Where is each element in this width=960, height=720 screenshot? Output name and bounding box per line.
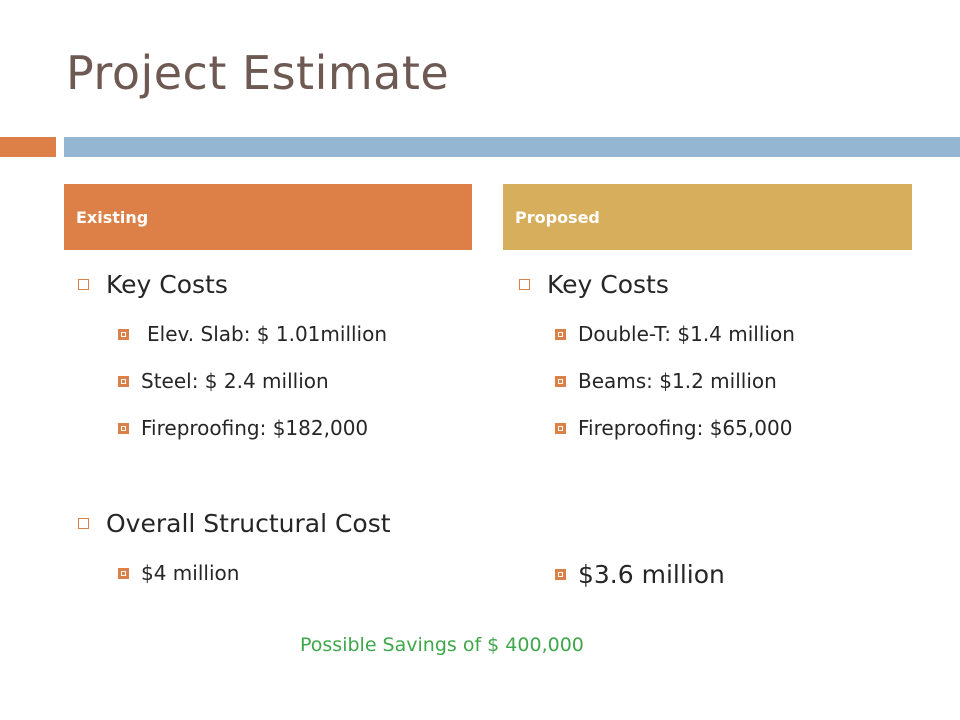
existing-item: Elev. Slab: $ 1.01million xyxy=(118,322,387,346)
bullet-square-icon xyxy=(118,375,129,387)
proposed-item: Fireproofing: $65,000 xyxy=(555,416,792,440)
existing-header-label: Existing xyxy=(76,207,149,227)
proposed-key-costs-label: Key Costs xyxy=(547,270,669,299)
existing-overall-label: Overall Structural Cost xyxy=(106,509,391,538)
existing-key-costs-label: Key Costs xyxy=(106,270,228,299)
bullet-square-icon xyxy=(118,422,129,434)
proposed-item-label: Beams: $1.2 million xyxy=(578,369,777,393)
existing-key-costs: Key Costs xyxy=(78,270,228,299)
existing-item: Fireproofing: $182,000 xyxy=(118,416,368,440)
bullet-square-icon xyxy=(118,328,129,340)
bullet-square-icon xyxy=(118,567,129,579)
existing-overall-value-label: $4 million xyxy=(141,561,240,585)
bullet-square-icon xyxy=(555,422,566,434)
existing-item-label: Fireproofing: $182,000 xyxy=(141,416,369,440)
proposed-key-costs: Key Costs xyxy=(519,270,669,299)
existing-item: Steel: $ 2.4 million xyxy=(118,369,329,393)
proposed-header-label: Proposed xyxy=(515,207,600,227)
bullet-box-icon xyxy=(519,279,530,290)
existing-header: Existing xyxy=(64,184,472,250)
existing-item-label: Steel: $ 2.4 million xyxy=(141,369,329,393)
proposed-item: Beams: $1.2 million xyxy=(555,369,777,393)
accent-bar-orange xyxy=(0,137,56,157)
proposed-item-label: Double-T: $1.4 million xyxy=(578,322,795,346)
proposed-header: Proposed xyxy=(503,184,912,250)
bullet-box-icon xyxy=(78,518,89,529)
existing-item-label: Elev. Slab: $ 1.01million xyxy=(147,322,388,346)
bullet-square-icon xyxy=(555,328,566,340)
proposed-overall-value-label: $3.6 million xyxy=(578,560,725,589)
bullet-square-icon xyxy=(555,569,566,580)
proposed-item-label: Fireproofing: $65,000 xyxy=(578,416,793,440)
proposed-item: Double-T: $1.4 million xyxy=(555,322,795,346)
bullet-box-icon xyxy=(78,279,89,290)
savings-note: Possible Savings of $ 400,000 xyxy=(300,634,584,656)
existing-overall: Overall Structural Cost xyxy=(78,509,391,538)
bullet-square-icon xyxy=(555,375,566,387)
accent-bar-blue xyxy=(64,137,960,157)
page-title: Project Estimate xyxy=(66,46,450,100)
existing-overall-value: $4 million xyxy=(118,561,239,585)
proposed-overall-value: $3.6 million xyxy=(555,560,725,589)
